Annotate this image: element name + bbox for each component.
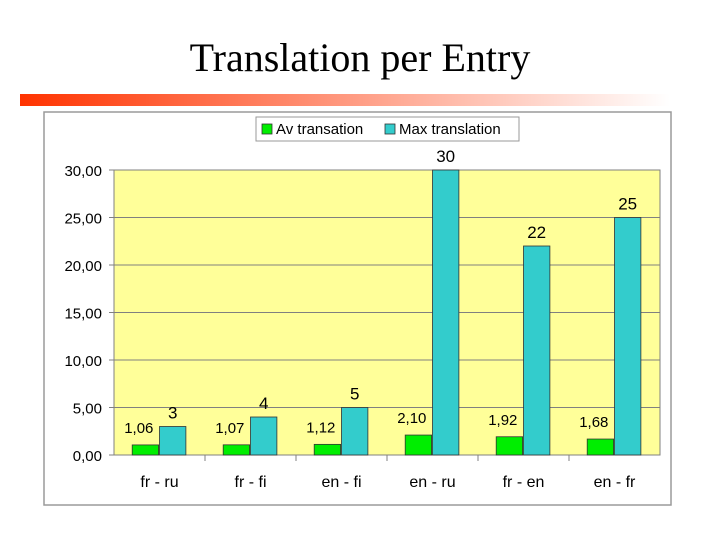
data-label: 30 bbox=[436, 147, 455, 166]
x-tick-label: fr - ru bbox=[140, 474, 178, 491]
bar-max-translation bbox=[614, 217, 642, 456]
data-label: 5 bbox=[350, 385, 359, 404]
y-tick-label: 15,00 bbox=[64, 306, 102, 323]
title-underline-rule bbox=[20, 94, 670, 106]
bar-max-translation bbox=[159, 426, 187, 456]
bar-av-translation bbox=[495, 436, 523, 456]
bar-av-translation bbox=[586, 438, 614, 456]
legend-label-max: Max translation bbox=[399, 121, 501, 138]
bar-max-translation bbox=[523, 245, 551, 456]
y-tick-label: 25,00 bbox=[64, 211, 102, 228]
data-label: 1,12 bbox=[306, 419, 335, 436]
bar-av-translation bbox=[131, 444, 159, 456]
data-labels: 1,06 3 1,07 4 1,12 5 2,10 30 1,92 22 1,68 25 bbox=[124, 147, 637, 437]
data-label: 1,68 bbox=[579, 414, 608, 431]
x-axis-tick-labels: fr - ru fr - fi en - fi en - ru fr - en en - … bbox=[140, 474, 636, 491]
legend: Av transation Max translation bbox=[255, 116, 520, 142]
x-tick-label: fr - en bbox=[503, 474, 545, 491]
x-tick-label: en - fi bbox=[321, 474, 361, 491]
y-tick-label: 30,00 bbox=[64, 163, 102, 180]
data-label: 25 bbox=[618, 195, 637, 214]
bar-av-translation bbox=[222, 444, 250, 456]
legend-swatch-max bbox=[384, 123, 396, 135]
bar-max-translation bbox=[250, 416, 278, 456]
gridlines bbox=[109, 169, 660, 461]
bars bbox=[131, 169, 642, 456]
x-tick-label: en - ru bbox=[409, 474, 455, 491]
x-tick-label: fr - fi bbox=[235, 474, 267, 491]
legend-swatch-av bbox=[261, 123, 273, 135]
y-tick-label: 0,00 bbox=[73, 448, 102, 465]
y-tick-label: 20,00 bbox=[64, 258, 102, 275]
bar-max-translation bbox=[432, 169, 460, 456]
data-label: 1,07 bbox=[215, 420, 244, 437]
data-label: 4 bbox=[259, 394, 268, 413]
y-axis-tick-labels: 0,00 5,00 10,00 15,00 20,00 25,00 30,00 bbox=[64, 163, 102, 465]
data-label: 3 bbox=[168, 404, 177, 423]
x-tick-label: en - fr bbox=[594, 474, 636, 491]
bar-max-translation bbox=[341, 407, 369, 456]
bar-av-translation bbox=[313, 443, 341, 456]
y-tick-label: 5,00 bbox=[73, 401, 102, 418]
slide-title: Translation per Entry bbox=[189, 35, 531, 80]
data-label: 2,10 bbox=[397, 410, 426, 427]
data-label: 1,06 bbox=[124, 420, 153, 437]
legend-label-av: Av transation bbox=[276, 121, 363, 138]
bar-av-translation bbox=[404, 434, 432, 456]
y-tick-label: 10,00 bbox=[64, 353, 102, 370]
data-label: 22 bbox=[527, 223, 546, 242]
data-label: 1,92 bbox=[488, 412, 517, 429]
